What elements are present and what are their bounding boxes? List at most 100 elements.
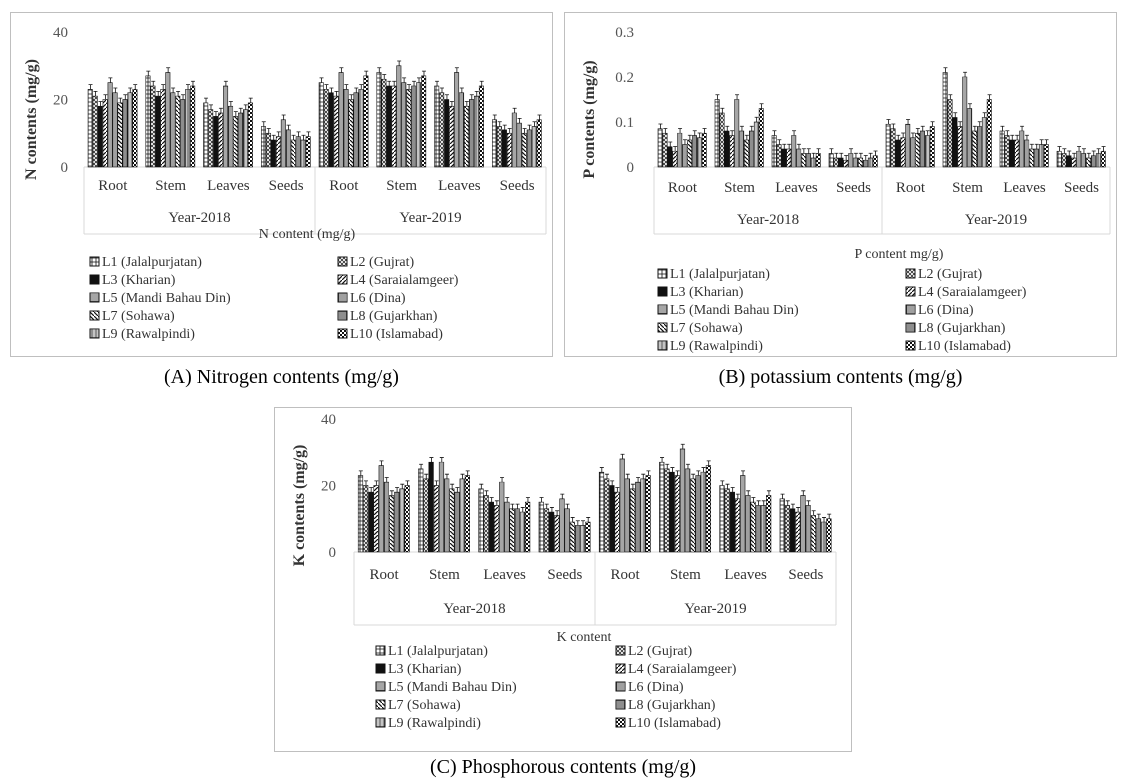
error-bar [103, 94, 108, 100]
error-bar [459, 87, 464, 93]
bar [318, 82, 324, 168]
error-bar [796, 143, 801, 149]
legend-label: L5 (Mandi Bahau Din) [388, 680, 517, 695]
caption-potassium: (B) potassium contents (mg/g) [718, 366, 963, 388]
y-tick-label: 20 [321, 479, 336, 495]
legend-swatch [337, 310, 348, 321]
error-bar [1057, 146, 1062, 152]
error-bar [494, 500, 499, 506]
legend-label: L3 (Kharian) [670, 285, 744, 300]
error-bar [687, 134, 692, 140]
bar [368, 491, 374, 553]
legend-label: L2 (Gujrat) [918, 267, 982, 282]
y-axis-title: K contents (mg/g) [291, 445, 308, 567]
bar [459, 92, 465, 168]
bar [521, 132, 527, 168]
error-bar [756, 500, 761, 506]
bar [396, 65, 402, 168]
bar [170, 92, 176, 168]
error-bar [816, 148, 821, 154]
bar [421, 75, 427, 168]
bar [810, 515, 816, 553]
error-bar [405, 480, 410, 486]
bar [1076, 150, 1082, 168]
y-tick-label: 0.2 [615, 70, 634, 86]
error-bar [354, 87, 359, 93]
bar [1038, 144, 1044, 168]
bar [719, 485, 725, 553]
p-chart: 0 0.1 0.2 0.3 P contents (mg/g) Root Stem Leave… [564, 12, 1117, 357]
error-bar [382, 74, 387, 80]
bar [391, 85, 397, 168]
bar [238, 112, 243, 168]
bar [132, 89, 138, 168]
error-bar [369, 487, 374, 493]
bar [585, 521, 591, 553]
error-bar [186, 84, 191, 90]
error-bar [1015, 134, 1020, 140]
bar [1100, 150, 1106, 168]
bar [150, 85, 156, 168]
bar [986, 99, 992, 168]
legend-label: L7 (Sohawa) [388, 698, 461, 713]
bar [328, 92, 334, 168]
error-bar [691, 473, 696, 479]
bar [428, 461, 434, 553]
error-bar [151, 80, 156, 86]
error-bar [128, 87, 133, 93]
group-label: Year-2019 [399, 210, 461, 226]
error-bar [449, 101, 454, 107]
legend-swatch [375, 663, 386, 674]
bar [619, 458, 625, 553]
bar [559, 498, 565, 553]
error-bar [1096, 148, 1101, 154]
error-bar [412, 80, 417, 86]
group-label: Year-2018 [443, 601, 505, 617]
bar [853, 157, 859, 168]
bar [305, 136, 311, 168]
error-bar [620, 453, 625, 459]
bar [690, 478, 696, 553]
bar [499, 481, 505, 553]
category-label: Leaves [1003, 180, 1046, 196]
bar [190, 85, 196, 168]
error-bar [228, 101, 233, 107]
bar [564, 508, 570, 553]
error-bar [439, 87, 444, 93]
error-bar [1077, 146, 1082, 152]
category-label: Leaves [724, 567, 767, 583]
category-label: Stem [952, 180, 983, 196]
error-bar [849, 148, 854, 154]
bar [97, 105, 103, 168]
bar [796, 148, 802, 168]
error-bar [286, 124, 291, 130]
bar [363, 75, 369, 168]
bar [145, 75, 151, 168]
category-label: Root [611, 567, 641, 583]
bar [386, 85, 392, 168]
bar [729, 135, 735, 168]
error-bar [395, 487, 400, 493]
error-bar [204, 97, 209, 103]
bar [454, 72, 460, 168]
bar [1014, 139, 1020, 168]
error-bar [581, 520, 586, 526]
error-bar [749, 125, 754, 131]
legend-label: L7 (Sohawa) [670, 321, 743, 336]
error-bar [682, 139, 687, 145]
bar [598, 471, 605, 553]
error-bar [570, 517, 575, 523]
bar [444, 99, 450, 168]
error-bar [156, 91, 161, 97]
bar [999, 130, 1005, 168]
bar [724, 130, 730, 168]
error-bar [276, 131, 281, 137]
category-label: Root [329, 178, 359, 194]
bar [247, 102, 253, 168]
error-bar [505, 497, 510, 503]
bar [745, 495, 751, 553]
bar [265, 132, 271, 168]
legend-swatch [89, 310, 100, 321]
bar [863, 159, 868, 168]
bar [1095, 153, 1101, 168]
